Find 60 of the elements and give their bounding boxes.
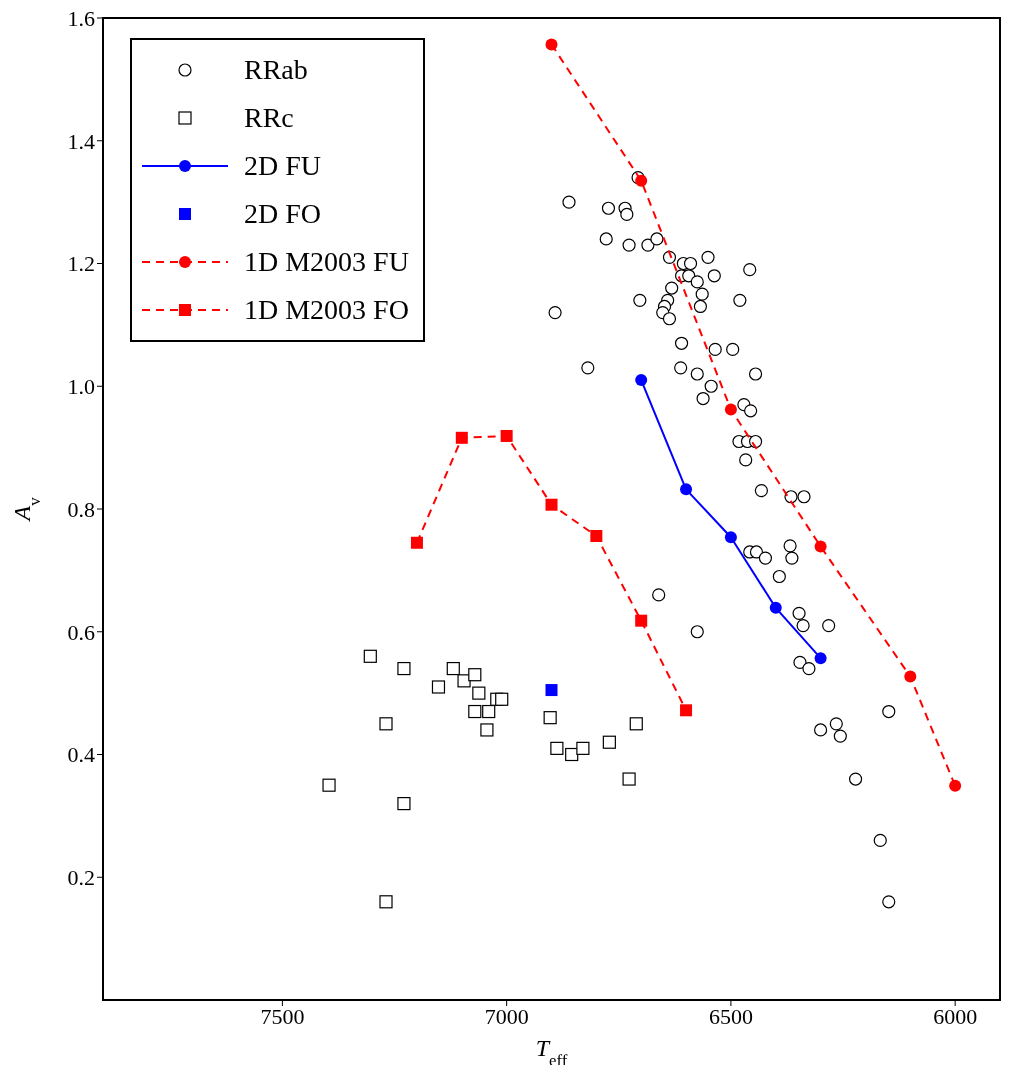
point	[455, 431, 468, 444]
point	[431, 680, 446, 694]
point	[457, 674, 471, 688]
point	[410, 536, 423, 549]
y-tick-label: 0.2	[67, 865, 95, 891]
point	[468, 704, 482, 719]
y-tick-label: 1.4	[67, 128, 95, 154]
point	[904, 670, 917, 683]
legend-label: RRab	[244, 54, 308, 86]
y-tick-label: 0.4	[67, 742, 95, 768]
point	[363, 649, 377, 663]
x-tick-label: 6500	[708, 1003, 753, 1029]
point	[590, 530, 603, 543]
point	[379, 717, 393, 731]
point	[500, 429, 513, 442]
y-tick-label: 1.2	[67, 251, 95, 277]
point	[543, 711, 557, 725]
point	[480, 723, 494, 737]
legend-label: RRc	[244, 102, 294, 134]
point	[680, 483, 693, 496]
point	[769, 601, 782, 614]
point	[482, 704, 496, 719]
y-tick-label: 1.0	[67, 374, 95, 400]
point	[814, 652, 827, 665]
legend-label: 1D M2003 FO	[244, 294, 409, 326]
point	[622, 772, 636, 786]
point	[545, 38, 558, 51]
point	[545, 684, 558, 697]
point	[565, 747, 579, 762]
x-tick-label: 7500	[260, 1003, 305, 1029]
point	[576, 741, 590, 755]
legend-label: 1D M2003 FU	[244, 246, 409, 278]
x-tick-label: 6000	[933, 1003, 978, 1029]
x-tick-label: 7000	[484, 1003, 529, 1029]
point	[635, 374, 648, 387]
point	[724, 403, 737, 416]
point	[635, 174, 648, 187]
x-axis-title: T$_{eff}$	[535, 1035, 568, 1070]
point	[468, 668, 482, 682]
y-tick-label: 0.8	[67, 496, 95, 522]
legend-label: 2D FO	[244, 198, 322, 230]
y-tick-label: 0.6	[67, 619, 95, 645]
point	[446, 661, 460, 676]
point	[495, 692, 509, 706]
point	[602, 735, 616, 749]
point	[680, 704, 693, 717]
point	[322, 778, 336, 792]
point	[949, 779, 962, 792]
point	[629, 717, 643, 731]
y-tick-label: 1.6	[67, 5, 95, 31]
legend-label: 2D FU	[244, 150, 322, 182]
point	[635, 614, 648, 627]
point	[545, 498, 558, 511]
point	[550, 741, 564, 755]
point	[397, 661, 411, 676]
point	[472, 686, 486, 700]
point	[724, 531, 737, 544]
point	[814, 540, 827, 553]
point	[379, 895, 393, 909]
point	[397, 797, 411, 811]
